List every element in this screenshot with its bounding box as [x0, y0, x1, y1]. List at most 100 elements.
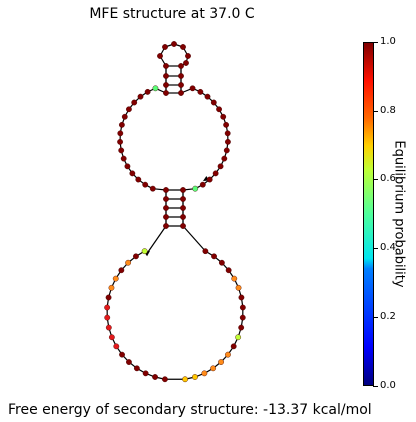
nucleotide	[180, 214, 186, 220]
colorbar	[363, 42, 374, 386]
free-energy-text: Free energy of secondary structure: -13.…	[8, 402, 372, 418]
nucleotide	[225, 138, 231, 145]
nucleotide	[104, 304, 111, 311]
nucleotide	[223, 121, 230, 128]
nucleotide	[162, 376, 168, 383]
nucleotide	[120, 155, 127, 162]
nucleotide	[199, 181, 206, 188]
nucleotide	[119, 351, 125, 358]
nucleotide	[223, 147, 230, 154]
nucleotide	[238, 324, 245, 331]
colorbar-tick	[373, 248, 378, 249]
colorbar-label: Equilibrium probability	[391, 140, 407, 288]
nucleotide	[183, 60, 189, 66]
nucleotide	[210, 99, 217, 106]
nucleotide	[131, 99, 138, 106]
nucleotide	[121, 113, 128, 120]
nucleotide	[225, 351, 231, 358]
nucleotide	[108, 284, 115, 291]
nucleotide	[217, 163, 224, 170]
nucleotide	[104, 314, 111, 321]
backbone-segment	[182, 225, 206, 252]
nucleotide	[225, 267, 232, 274]
nucleotide	[171, 41, 177, 47]
nucleotide	[218, 359, 224, 365]
nucleotide	[126, 106, 132, 113]
nucleotide	[212, 170, 219, 177]
colorbar-tick	[373, 179, 378, 180]
colorbar-tick-label: 1.0	[380, 36, 396, 47]
nucleotide	[142, 181, 149, 188]
nucleotide	[118, 267, 125, 274]
nucleotide	[112, 275, 119, 282]
nucleotide	[239, 304, 246, 311]
nucleotide	[239, 314, 246, 321]
nucleotide	[163, 223, 169, 229]
nucleotide	[180, 44, 186, 50]
nucleotide	[235, 334, 242, 341]
colorbar-tick-label: 0.6	[380, 173, 396, 184]
nucleotide	[189, 85, 196, 92]
nucleotide	[182, 376, 188, 383]
colorbar-tick-label: 0.4	[380, 242, 396, 253]
nucleotide	[133, 253, 139, 260]
nucleotide	[142, 370, 149, 377]
nucleotide	[178, 82, 184, 88]
nucleotide	[163, 82, 169, 88]
nucleotide	[220, 113, 227, 120]
nucleotide	[135, 176, 142, 183]
nucleotide	[218, 259, 225, 266]
nucleotide	[144, 88, 151, 95]
nucleotide	[118, 121, 125, 128]
nucleotide	[180, 196, 186, 202]
nucleotide	[163, 205, 169, 211]
nucleotide	[197, 88, 204, 95]
nucleotides	[104, 41, 246, 383]
nucleotide	[235, 284, 242, 291]
nucleotide	[137, 93, 144, 100]
nucleotide	[238, 294, 245, 301]
nucleotide	[224, 130, 231, 137]
nucleotide	[185, 53, 191, 59]
colorbar-tick	[373, 317, 378, 318]
colorbar-tick	[373, 386, 378, 387]
nucleotide	[162, 44, 168, 50]
nucleotide	[178, 63, 184, 69]
nucleotide	[178, 90, 184, 96]
nucleotide	[180, 205, 186, 211]
nucleotide	[163, 73, 169, 79]
backbone-and-bonds	[106, 43, 244, 380]
nucleotide	[180, 223, 186, 229]
nucleotide	[201, 370, 208, 377]
nucleotide	[133, 365, 140, 372]
nucleotide	[221, 155, 228, 162]
nucleotide	[108, 334, 115, 341]
nucleotide	[230, 343, 237, 350]
nucleotide	[149, 185, 156, 192]
colorbar-tick	[373, 111, 378, 112]
nucleotide	[178, 73, 184, 79]
nucleotide	[152, 374, 158, 380]
nucleotide	[231, 275, 238, 282]
nucleotide	[152, 85, 159, 92]
nucleotide	[163, 90, 169, 96]
colorbar-tick	[373, 42, 378, 43]
nucleotide	[117, 130, 124, 137]
nucleotide	[118, 147, 125, 154]
nucleotide	[163, 63, 169, 69]
colorbar-tick-label: 0.0	[380, 380, 396, 391]
nucleotide	[204, 93, 211, 100]
nucleotide	[163, 214, 169, 220]
nucleotide	[210, 365, 217, 372]
nucleotide	[192, 374, 198, 380]
nucleotide	[125, 259, 132, 266]
nucleotide	[180, 187, 186, 193]
nucleotide	[216, 106, 222, 113]
nucleotide	[129, 170, 136, 177]
nucleotide	[141, 248, 148, 255]
nucleotide	[206, 176, 213, 183]
nucleotide	[202, 248, 209, 255]
nucleotide	[105, 294, 112, 301]
diagram-title: MFE structure at 37.0 C	[89, 6, 255, 22]
